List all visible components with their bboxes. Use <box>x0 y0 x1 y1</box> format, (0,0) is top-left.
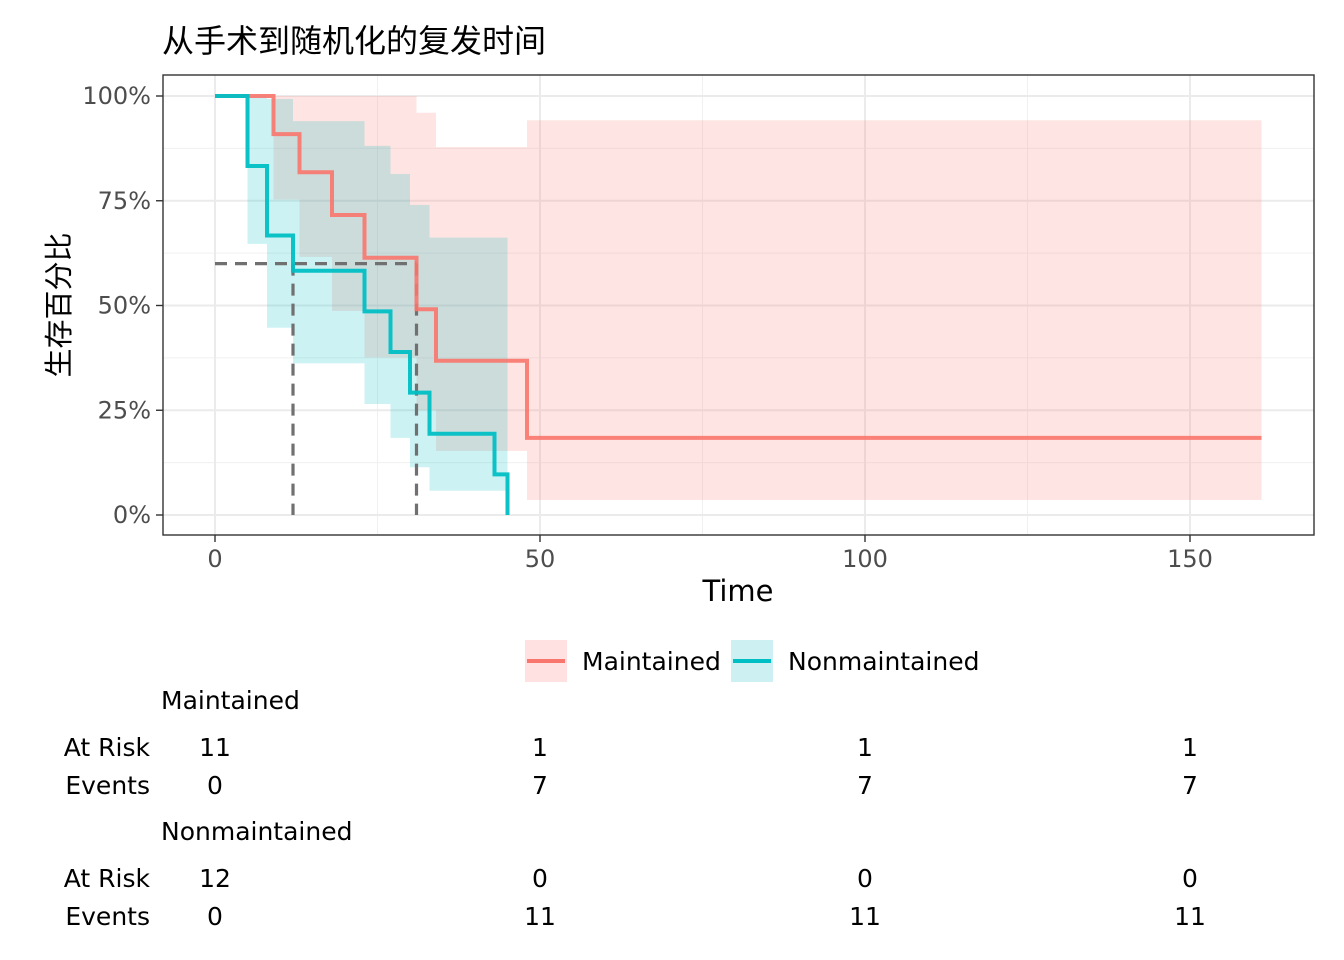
legend-label-nonmaintained: Nonmaintained <box>788 647 979 676</box>
risk-cell: 0 <box>532 864 548 893</box>
confidence-band-nonmaintained <box>390 173 410 438</box>
legend-label-maintained: Maintained <box>582 647 721 676</box>
risk-cell: 7 <box>532 771 548 800</box>
grid-lines <box>163 75 1314 535</box>
risk-cell: 1 <box>1182 733 1198 762</box>
survival-curves <box>215 94 1262 515</box>
risk-cell: 12 <box>199 864 231 893</box>
risk-cell: 7 <box>1182 771 1198 800</box>
risk-row-label-at-risk: At Risk <box>64 864 151 893</box>
confidence-band-maintained <box>332 96 365 311</box>
survival-curve-maintained <box>215 94 1262 440</box>
risk-cell: 1 <box>532 733 548 762</box>
survival-curve-nonmaintained <box>215 94 510 515</box>
risk-row-label-events: Events <box>65 902 150 931</box>
confidence-band-nonmaintained <box>429 237 495 491</box>
risk-cell: 11 <box>849 902 881 931</box>
confidence-band-maintained <box>527 120 1262 500</box>
x-tick-label: 100 <box>842 545 888 573</box>
confidence-band-nonmaintained <box>293 121 365 364</box>
y-axis-title: 生存百分比 <box>42 232 76 377</box>
confidence-band-maintained <box>299 96 332 257</box>
y-tick-label: 25% <box>98 396 151 424</box>
confidence-band-maintained <box>436 147 527 451</box>
x-axis-title: Time <box>702 574 774 608</box>
risk-cell: 0 <box>207 902 223 931</box>
risk-row-label-at-risk: At Risk <box>64 733 151 762</box>
legend: Maintained Nonmaintained <box>525 640 979 682</box>
risk-group-maintained: Maintained <box>161 686 300 715</box>
risk-cell: 0 <box>207 771 223 800</box>
x-tick-label: 0 <box>207 545 222 573</box>
y-axis: 0% 25% 50% 75% 100% <box>82 82 163 529</box>
y-tick-label: 75% <box>98 187 151 215</box>
risk-cell: 1 <box>857 733 873 762</box>
risk-cell: 7 <box>857 771 873 800</box>
y-tick-label: 100% <box>82 82 151 110</box>
confidence-band-nonmaintained <box>247 96 267 244</box>
risk-table: Maintained At Risk Events 11 1 1 1 0 7 7… <box>64 686 1206 931</box>
risk-cell: 11 <box>524 902 556 931</box>
y-tick-label: 50% <box>98 292 151 320</box>
confidence-band-nonmaintained <box>494 237 508 491</box>
x-tick-label: 50 <box>525 545 556 573</box>
risk-cell: 11 <box>1174 902 1206 931</box>
x-tick-label: 150 <box>1167 545 1213 573</box>
risk-cell: 11 <box>199 733 231 762</box>
risk-group-nonmaintained: Nonmaintained <box>161 817 352 846</box>
risk-row-label-events: Events <box>65 771 150 800</box>
confidence-band-maintained <box>416 112 436 410</box>
chart-title: 从手术到随机化的复发时间 <box>162 22 546 60</box>
risk-cell: 0 <box>857 864 873 893</box>
confidence-band-maintained <box>273 96 300 200</box>
confidence-band-nonmaintained <box>410 204 430 468</box>
y-tick-label: 0% <box>113 501 151 529</box>
risk-cell: 0 <box>1182 864 1198 893</box>
x-axis: 0 50 100 150 <box>207 535 1213 573</box>
confidence-band-nonmaintained <box>364 145 391 404</box>
confidence-band-nonmaintained <box>267 98 293 328</box>
